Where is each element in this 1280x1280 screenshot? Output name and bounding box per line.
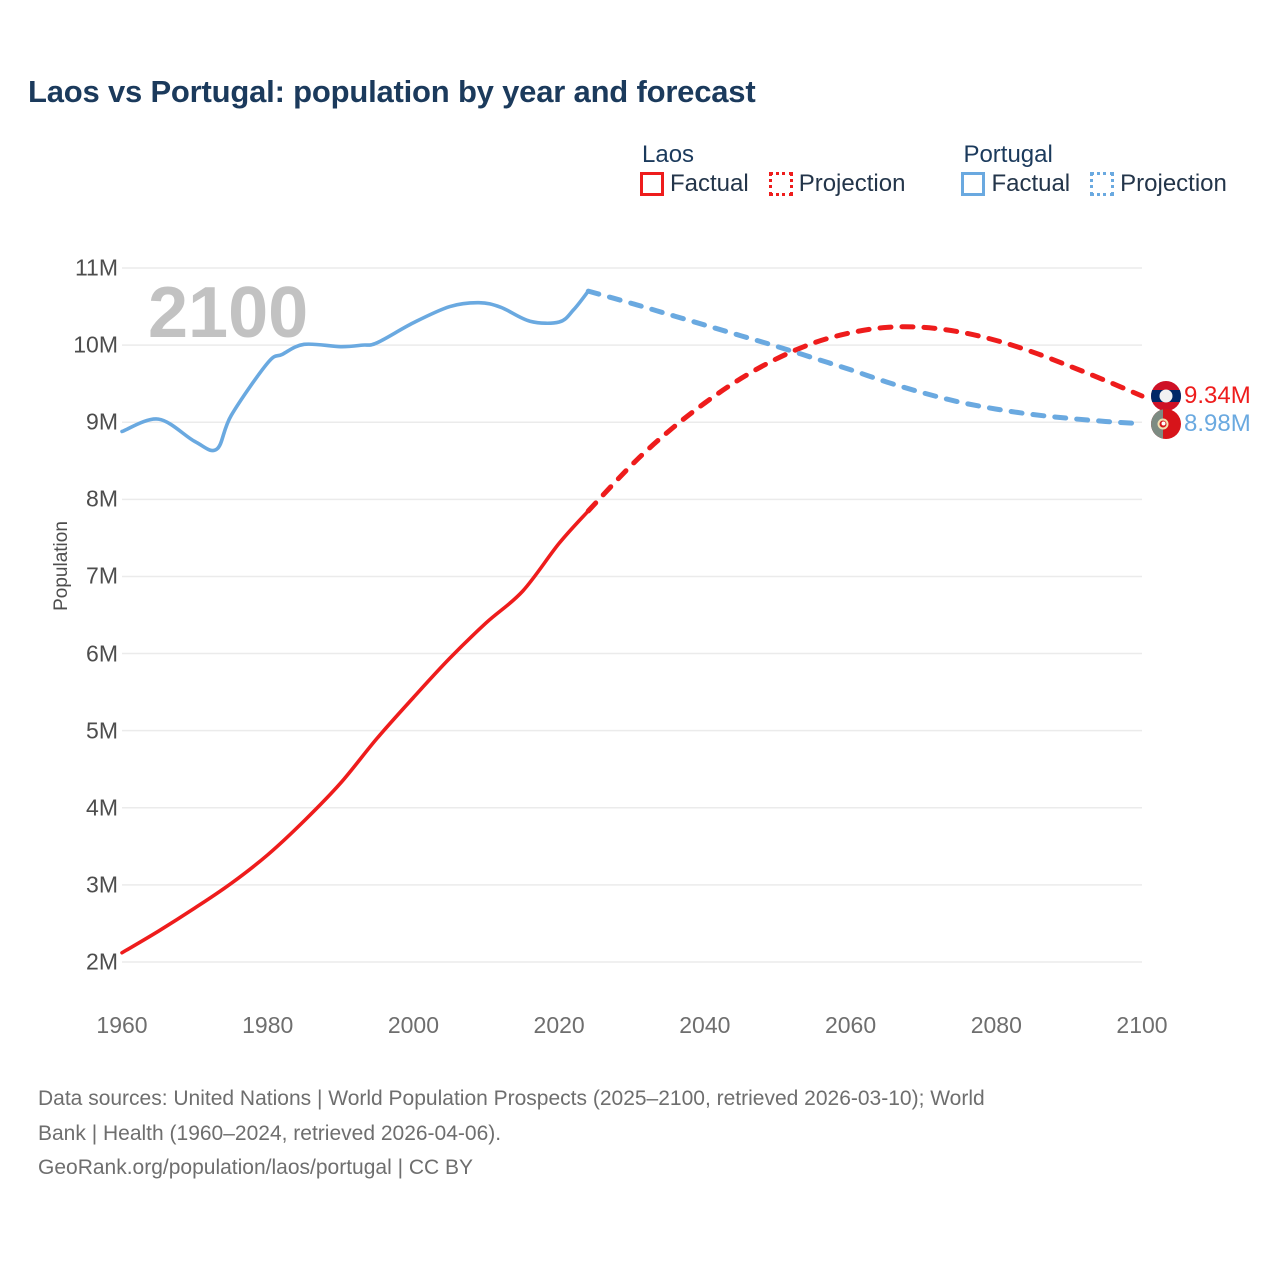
x-tick-label: 1960 (96, 1012, 148, 1038)
legend-label-laos-factual: Factual (670, 170, 749, 198)
legend-swatch-laos-projection (768, 172, 793, 197)
legend-swatch-portugal-factual (961, 172, 986, 197)
legend-group-portugal: Portugal Factual Projection (961, 141, 1227, 198)
x-tick-label: 2000 (387, 1012, 440, 1038)
footer-sources: Data sources: United Nations | World Pop… (38, 1083, 1238, 1185)
year-watermark: 2100 (148, 273, 309, 353)
legend-item-laos-factual[interactable]: Factual (640, 170, 749, 198)
portugal-endpoint-label: 8.98M (1184, 409, 1251, 437)
x-tick-label: 2040 (679, 1012, 731, 1038)
laos-endpoint-label: 9.34M (1184, 382, 1251, 409)
y-tick-label: 5M (86, 717, 118, 744)
legend-country-portugal: Portugal (963, 141, 1053, 168)
laos-projection-line (585, 324, 1145, 514)
y-tick-label: 4M (86, 794, 118, 821)
portugal-projection-line (585, 288, 1145, 427)
y-tick-label: 7M (86, 562, 118, 589)
footer-line-3[interactable]: GeoRank.org/population/laos/portugal | C… (38, 1156, 474, 1180)
chart-legend: Laos Factual Projection Portugal Factual (640, 141, 1227, 198)
legend-label-laos-projection: Projection (798, 170, 906, 198)
legend-item-laos-projection[interactable]: Projection (768, 170, 906, 198)
portugal-flag-icon (1151, 408, 1181, 439)
footer-line-1: Data sources: United Nations | World Pop… (38, 1087, 985, 1110)
x-tick-label: 2060 (824, 1012, 877, 1038)
legend-swatch-laos-factual (640, 172, 664, 197)
legend-label-portugal-projection: Projection (1120, 170, 1227, 198)
y-tick-label: 10M (73, 331, 118, 358)
y-axis-ticks: 2M 3M 4M 5M 6M 7M 8M 9M 10M 11M (0, 0, 118, 1280)
legend-label-portugal-factual: Factual (991, 170, 1071, 198)
legend-country-laos: Laos (642, 141, 695, 168)
laos-flag-icon (1151, 381, 1181, 411)
legend-swatch-portugal-projection (1090, 172, 1115, 197)
y-tick-label: 2M (86, 948, 118, 975)
x-tick-label: 2080 (970, 1012, 1022, 1038)
y-tick-label: 9M (86, 408, 118, 435)
x-tick-label: 1980 (242, 1012, 294, 1038)
y-tick-label: 6M (86, 640, 118, 667)
legend-item-portugal-factual[interactable]: Factual (961, 170, 1071, 198)
footer-line-2: Bank | Health (1960–2024, retrieved 2026… (38, 1121, 502, 1145)
x-tick-label: 2020 (533, 1012, 585, 1038)
legend-item-portugal-projection[interactable]: Projection (1090, 170, 1227, 198)
laos-factual-line (120, 509, 591, 955)
y-tick-label: 8M (86, 485, 118, 512)
y-tick-label: 11M (74, 254, 118, 281)
page-title: Laos vs Portugal: population by year and… (28, 74, 756, 109)
x-tick-label: 2100 (1116, 1012, 1168, 1038)
y-tick-label: 3M (86, 871, 118, 898)
legend-group-laos: Laos Factual Projection (640, 141, 906, 198)
